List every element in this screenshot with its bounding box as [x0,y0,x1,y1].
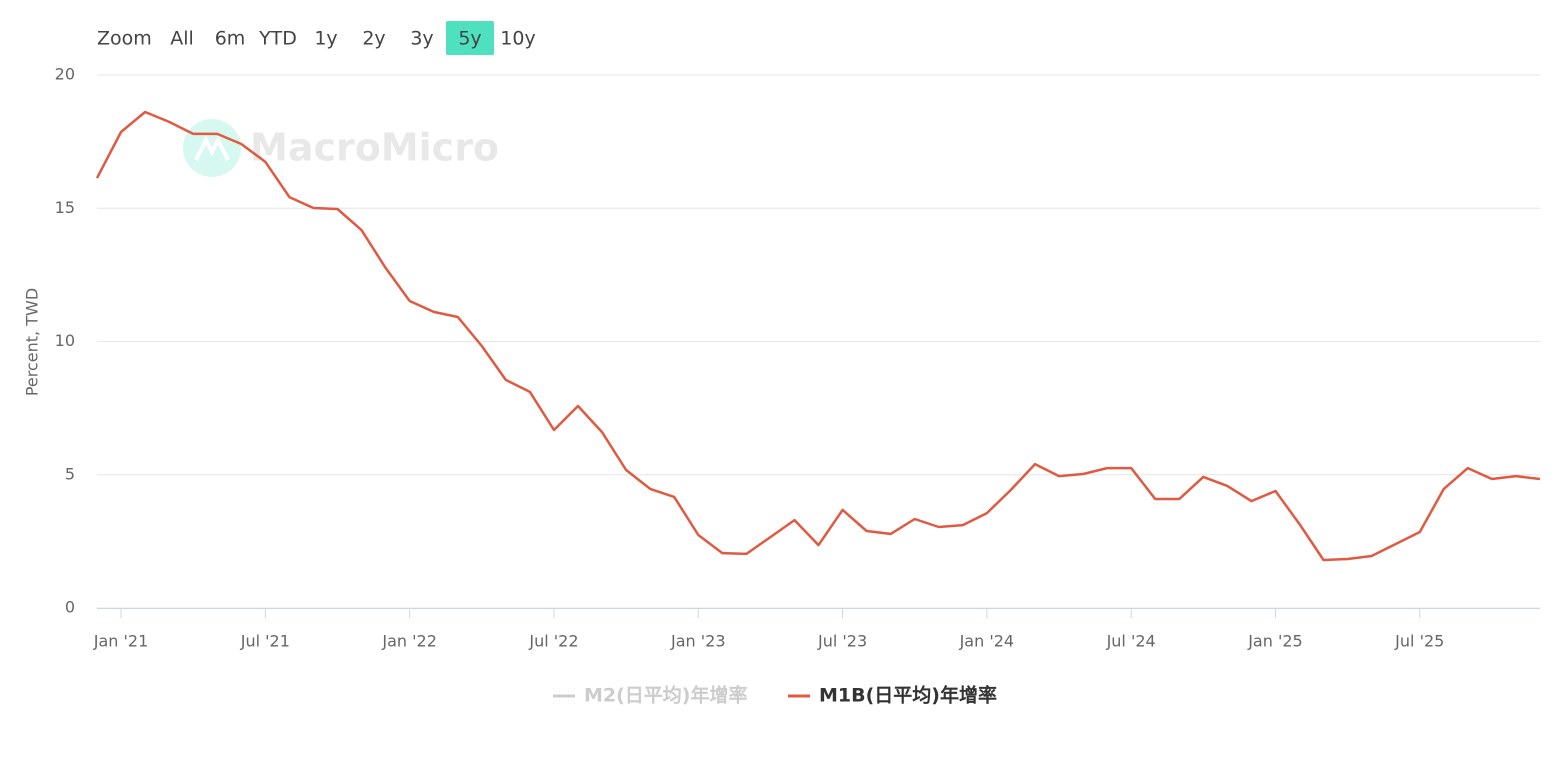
range-button-label[interactable]: 2y [362,28,385,50]
x-tick-label: Jan '23 [670,632,726,651]
watermark: MacroMicro [183,119,499,177]
range-button-label[interactable]: 1y [314,28,337,50]
y-tick-label: 20 [55,65,75,84]
zoom-label: Zoom [97,28,152,50]
y-tick-label: 15 [55,198,75,217]
series-line [95,110,1541,562]
range-button-label[interactable]: 10y [500,28,535,50]
y-axis-title: Percent, TWD [23,288,42,396]
x-tick-label: Jul '21 [240,632,290,651]
legend-label[interactable]: M1B(日平均)年增率 [819,684,997,707]
range-button[interactable]: YTD [258,28,297,50]
range-button[interactable]: 2y [362,28,385,50]
legend-item[interactable]: M1B(日平均)年增率 [788,684,997,707]
range-button[interactable]: 10y [500,28,535,50]
range-button-label[interactable]: 5y [458,28,481,50]
legend-item[interactable]: M2(日平均)年增率 [553,684,748,707]
range-button-label[interactable]: 3y [410,28,433,50]
x-tick-label: Jan '25 [1247,632,1303,651]
watermark-text: MacroMicro [250,126,499,170]
y-tick-label: 0 [65,598,75,617]
range-button[interactable]: 5y [446,21,494,55]
watermark-icon [194,135,230,161]
x-tick-label: Jul '23 [817,632,867,651]
range-button[interactable]: 1y [314,28,337,50]
y-tick-label: 5 [65,464,75,483]
x-tick-label: Jul '25 [1394,632,1444,651]
x-tick-label: Jul '22 [528,632,578,651]
legend-label[interactable]: M2(日平均)年增率 [584,684,748,707]
range-button-label[interactable]: 6m [215,28,246,50]
range-button[interactable]: 3y [410,28,433,50]
range-button[interactable]: All [170,28,194,50]
x-tick-label: Jan '21 [93,632,149,651]
x-tick-label: Jan '24 [959,632,1015,651]
range-button-label[interactable]: YTD [258,28,297,50]
y-tick-label: 10 [55,331,75,350]
range-button-bg[interactable] [446,21,494,55]
range-button[interactable]: 6m [215,28,246,50]
range-button-label[interactable]: All [170,28,194,50]
x-tick-label: Jan '22 [381,632,437,651]
x-tick-label: Jul '24 [1106,632,1156,651]
